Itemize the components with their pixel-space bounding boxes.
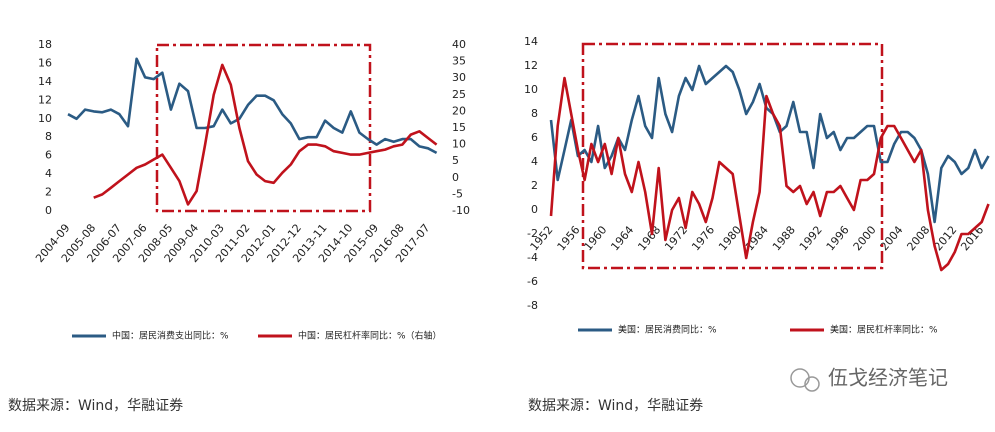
y-tick-label: 10 [524,83,538,96]
y2-tick-label: 0 [452,171,459,184]
y-tick-label: 2 [531,179,538,192]
watermark: 伍戈经济笔记 [828,366,948,390]
highlight-box [581,42,884,270]
series-line [549,64,990,224]
y-tick-label: 6 [45,149,52,162]
legend-label: 中国：居民杠杆率同比：%（右轴） [298,330,442,342]
y-tick-label: 4 [531,155,538,168]
y-tick-label: 4 [45,167,52,180]
y-tick-label: 18 [38,38,52,51]
y2-tick-label: -5 [452,187,463,200]
y-tick-label: 14 [524,35,538,48]
series-line [93,63,438,206]
watermark-icon [790,368,820,392]
highlight-box [155,43,372,213]
y-tick-label: 8 [45,130,52,143]
y-tick-label: 2 [45,186,52,199]
y2-tick-label: 40 [452,38,466,51]
y-tick-label: 14 [38,75,52,88]
y-tick-label: 8 [531,107,538,120]
y2-tick-label: 20 [452,104,466,117]
y-tick-label: -6 [527,275,538,288]
y2-tick-label: 35 [452,55,466,68]
series-line [67,57,438,155]
y2-tick-label: 30 [452,71,466,84]
y-tick-label: 16 [38,56,52,69]
y-tick-label: 6 [531,131,538,144]
y-tick-label: 12 [38,93,52,106]
y-tick-label: 0 [45,204,52,217]
y-tick-label: -2 [527,227,538,240]
y-tick-label: 12 [524,59,538,72]
y-tick-label: 10 [38,112,52,125]
legend-label: 美国：居民消费同比：% [618,324,717,336]
source-note: 数据来源：Wind，华融证券 [8,398,183,414]
series-line [549,76,990,272]
legend-label: 美国：居民杠杆率同比：% [830,324,938,336]
y2-tick-label: 10 [452,138,466,151]
legend-label: 中国：居民消费支出同比：% [112,330,229,342]
y-tick-label: -4 [527,251,538,264]
source-note: 数据来源：Wind，华融证券 [528,398,703,414]
y2-tick-label: 5 [452,154,459,167]
y-tick-label: -8 [527,299,538,312]
y2-tick-label: 15 [452,121,466,134]
y-tick-label: 0 [531,203,538,216]
y2-tick-label: -10 [452,204,470,217]
y2-tick-label: 25 [452,88,466,101]
